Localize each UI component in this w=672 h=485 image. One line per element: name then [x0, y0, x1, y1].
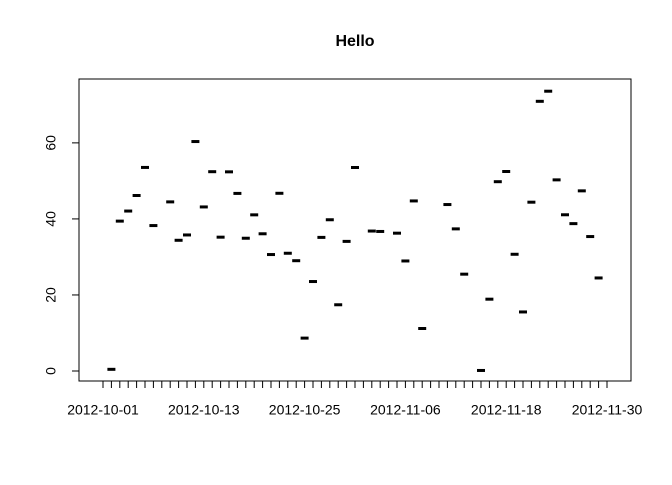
x-tick-label: 2012-11-18 [471, 402, 542, 418]
x-tick-label: 2012-10-13 [168, 402, 240, 418]
y-tick-label: 60 [43, 135, 59, 151]
y-tick-label: 0 [43, 367, 59, 375]
x-tick-label: 2012-10-25 [269, 402, 341, 418]
x-tick-label: 2012-11-30 [572, 402, 643, 418]
x-tick-label: 2012-11-06 [370, 402, 441, 418]
y-tick-label: 40 [43, 211, 59, 227]
chart-title: Hello [335, 33, 374, 50]
plot-box [78, 78, 632, 382]
x-tick-label: 2012-10-01 [67, 402, 139, 418]
y-tick-label: 20 [43, 287, 59, 303]
